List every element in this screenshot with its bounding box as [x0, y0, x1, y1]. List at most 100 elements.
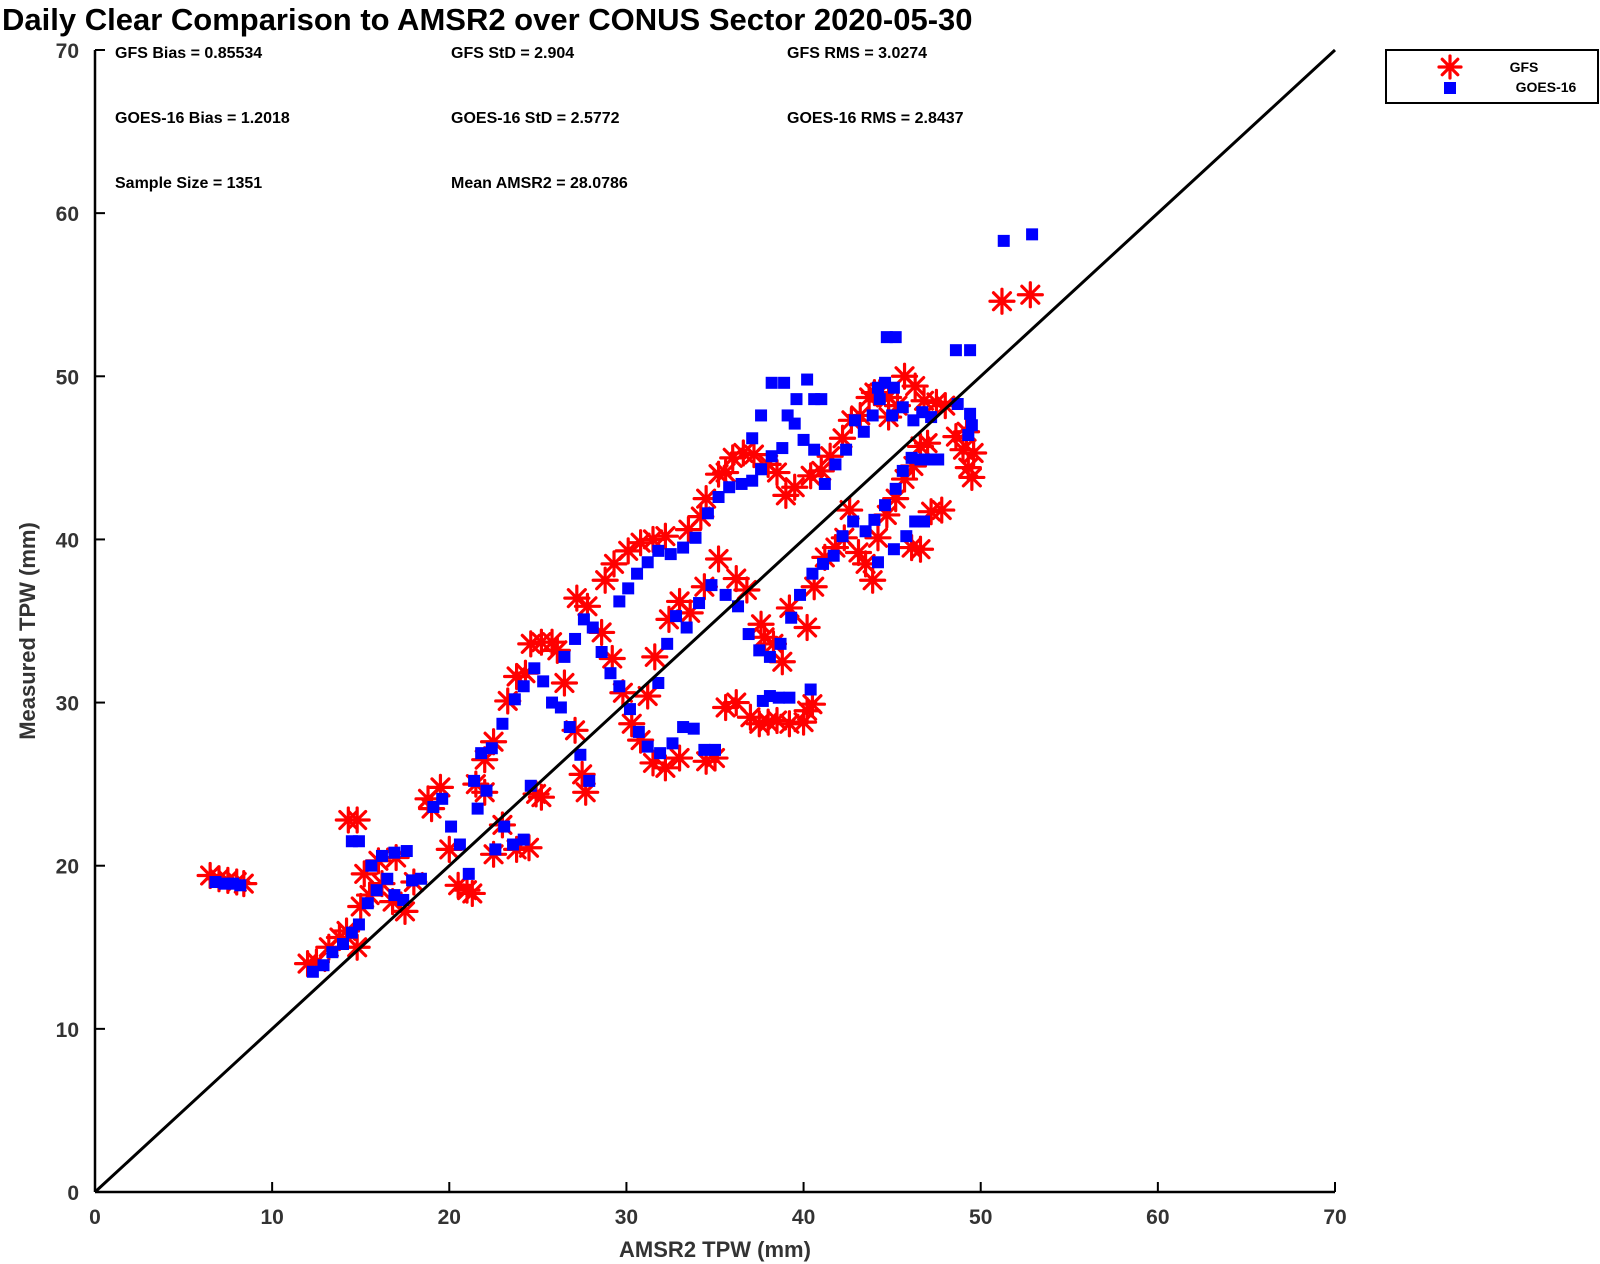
gfs-point [343, 933, 371, 961]
goes-16-point [804, 683, 817, 696]
goes-16-point [965, 419, 978, 432]
goes-16-point [641, 556, 654, 569]
goes-16-point [462, 867, 475, 880]
goes-16-point [664, 548, 677, 561]
goes-16-point [794, 588, 807, 601]
x-tick-label: 30 [615, 1206, 638, 1229]
goes-16-point [783, 691, 796, 704]
goes-16-point [471, 802, 484, 815]
goes-16-point [361, 897, 374, 910]
data-points [196, 228, 1044, 978]
legend-box [1385, 49, 1599, 104]
goes-16-point [817, 557, 830, 570]
legend-gfs-label: GFS [1510, 59, 1539, 75]
goes-16-point [574, 748, 587, 761]
goes-16-point [670, 610, 683, 623]
goes-16-point [468, 774, 481, 787]
stat-sample-size: Sample Size = 1351 [115, 175, 262, 192]
goes-16-point [453, 838, 466, 851]
gfs-point [665, 744, 694, 772]
goes-16-point [755, 409, 768, 422]
stat-goes16-bias: GOES-16 Bias = 1.2018 [115, 110, 290, 127]
goes-16-point [623, 703, 636, 716]
goes-16-point [896, 464, 909, 477]
gfs-point [928, 496, 956, 524]
goes-16-point [868, 513, 881, 526]
goes-16-point [746, 474, 759, 487]
goes-16-point [887, 381, 900, 394]
goes-16-point [847, 515, 860, 528]
goes-16-point [848, 414, 861, 427]
goes-16-point [388, 846, 401, 859]
goes-16-point [857, 425, 870, 438]
goes-16-point [595, 645, 608, 658]
goes-16-point [815, 393, 828, 406]
gfs-point [676, 599, 704, 627]
goes-16-point [873, 393, 886, 406]
goes-16-point [763, 650, 776, 663]
x-tick-label: 0 [89, 1206, 101, 1229]
goes-16-point [709, 743, 721, 756]
goes-16-point [765, 376, 778, 389]
stat-goes16-rms: GOES-16 RMS = 2.8437 [787, 110, 964, 127]
chart-title: Daily Clear Comparison to AMSR2 over CON… [2, 2, 973, 37]
y-tick-label: 0 [67, 1182, 79, 1205]
goes-16-point [631, 567, 644, 580]
goes-16-point [806, 567, 819, 580]
goes-16-point [962, 429, 975, 442]
gfs-point [614, 537, 642, 565]
goes-16-point [879, 499, 892, 512]
y-tick-label: 50 [56, 366, 79, 389]
gfs-point [651, 754, 680, 782]
y-tick-label: 40 [56, 529, 79, 552]
goes-16-point [818, 477, 831, 490]
gfs-point [960, 439, 988, 467]
goes-16-point [604, 667, 617, 680]
goes-16-point [712, 491, 725, 504]
y-tick-label: 10 [56, 1019, 79, 1042]
gfs-point [931, 392, 959, 420]
goes-16-point [400, 845, 413, 858]
gfs-point [343, 806, 371, 834]
goes-16-point [693, 597, 706, 610]
goes-16-point [583, 774, 596, 787]
gfs-point [600, 550, 628, 578]
goes-16-point [772, 691, 785, 704]
gfs-point [913, 429, 942, 457]
gfs-point [1016, 281, 1044, 309]
goes-16-point [485, 742, 498, 755]
goes-16-point [641, 740, 654, 753]
goes-16-point [723, 481, 736, 494]
goes-16-point [445, 820, 458, 833]
stat-gfs-rms: GFS RMS = 3.0274 [787, 45, 927, 62]
goes-16-point [480, 784, 493, 797]
goes-16-point [871, 556, 884, 569]
gfs-point [763, 458, 791, 487]
gfs-point [563, 584, 591, 612]
goes-16-point [381, 872, 394, 885]
goes-16-point [652, 544, 665, 557]
gfs-point [651, 522, 680, 550]
goes-16-point [508, 693, 521, 706]
goes-16-point [632, 725, 645, 738]
goes-16-point [829, 458, 842, 471]
y-axis-label: Measured TPW (mm) [15, 522, 40, 740]
goes-16-point [836, 530, 849, 543]
goes-16-point [687, 722, 700, 735]
goes-16-point [498, 820, 511, 833]
goes-16-point [701, 507, 714, 520]
y-tick-label: 70 [56, 40, 79, 63]
goes-16-point [489, 843, 502, 856]
gfs-point [958, 463, 986, 492]
goes-16-point [622, 582, 635, 595]
goes-16-point [755, 463, 768, 476]
axis-ticks: 0 10 20 30 40 50 60 70 0 10 20 30 40 50 60 70 [56, 40, 1347, 1229]
goes-16-point [317, 959, 330, 972]
goes-16-point [871, 381, 884, 394]
goes-16-point [654, 747, 667, 760]
goes-16-point [774, 637, 787, 650]
goes-16-point [365, 859, 378, 872]
goes-16-point [742, 628, 755, 641]
goes-16-point [964, 344, 977, 357]
goes-16-point [776, 442, 789, 455]
